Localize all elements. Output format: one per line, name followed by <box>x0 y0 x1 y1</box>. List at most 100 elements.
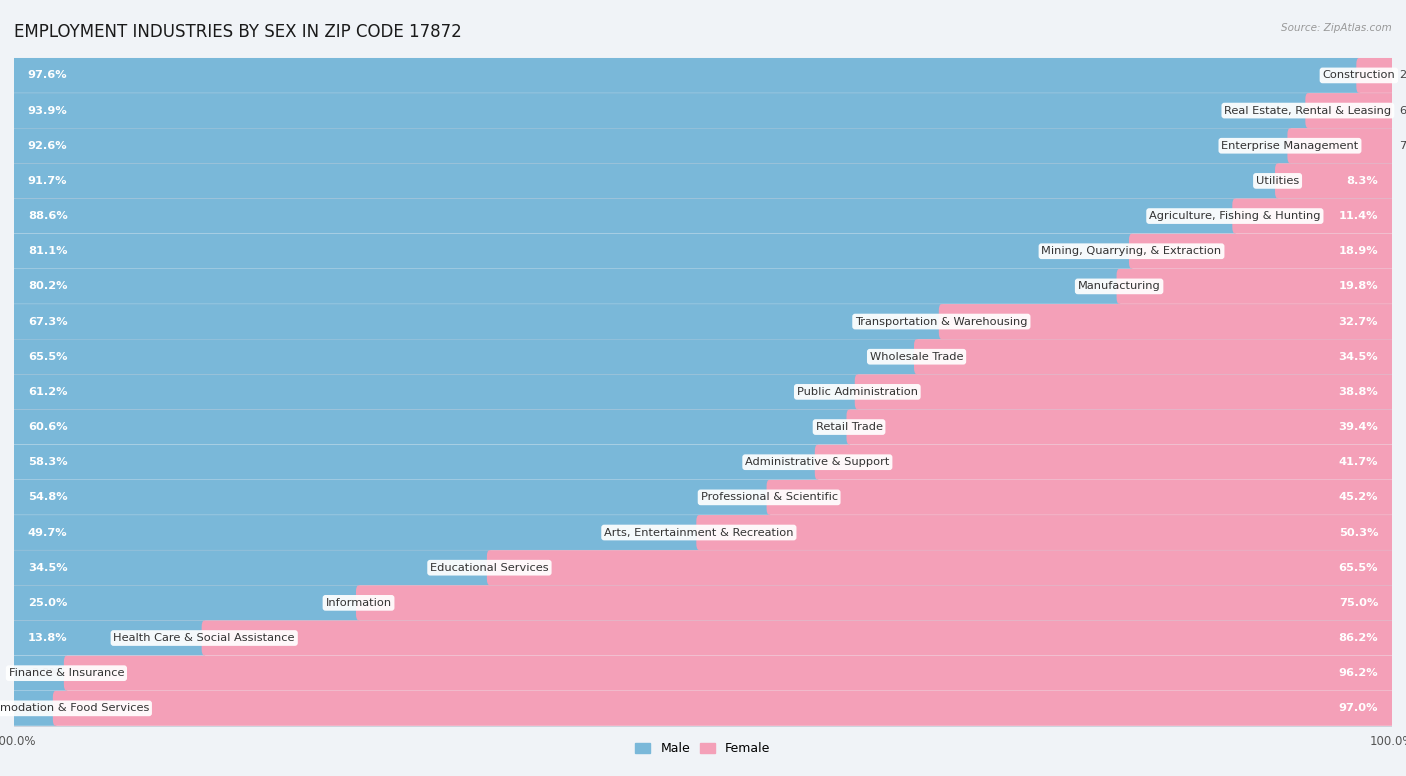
FancyBboxPatch shape <box>11 269 1122 304</box>
Text: Educational Services: Educational Services <box>430 563 548 573</box>
FancyBboxPatch shape <box>14 234 1392 268</box>
Legend: Male, Female: Male, Female <box>630 737 776 760</box>
FancyBboxPatch shape <box>14 691 1392 726</box>
Text: Mining, Quarrying, & Extraction: Mining, Quarrying, & Extraction <box>1042 246 1222 256</box>
FancyBboxPatch shape <box>63 656 1395 691</box>
Text: 75.0%: 75.0% <box>1339 598 1378 608</box>
Text: 60.6%: 60.6% <box>28 422 67 432</box>
FancyBboxPatch shape <box>14 656 1392 691</box>
FancyBboxPatch shape <box>1288 128 1395 163</box>
FancyBboxPatch shape <box>939 304 1395 339</box>
FancyBboxPatch shape <box>11 93 1310 128</box>
Text: Utilities: Utilities <box>1256 176 1299 186</box>
Text: 65.5%: 65.5% <box>28 352 67 362</box>
FancyBboxPatch shape <box>14 445 1392 480</box>
FancyBboxPatch shape <box>11 445 820 480</box>
FancyBboxPatch shape <box>11 339 920 374</box>
Text: EMPLOYMENT INDUSTRIES BY SEX IN ZIP CODE 17872: EMPLOYMENT INDUSTRIES BY SEX IN ZIP CODE… <box>14 23 461 41</box>
FancyBboxPatch shape <box>11 304 943 339</box>
Text: Professional & Scientific: Professional & Scientific <box>700 492 838 502</box>
FancyBboxPatch shape <box>14 339 1392 374</box>
Text: 18.9%: 18.9% <box>1339 246 1378 256</box>
Text: 80.2%: 80.2% <box>28 282 67 292</box>
FancyBboxPatch shape <box>14 199 1392 234</box>
Text: 88.6%: 88.6% <box>28 211 67 221</box>
Text: Information: Information <box>325 598 392 608</box>
FancyBboxPatch shape <box>696 515 1395 550</box>
Text: 50.3%: 50.3% <box>1339 528 1378 538</box>
Text: 61.2%: 61.2% <box>28 387 67 397</box>
Text: 25.0%: 25.0% <box>28 598 67 608</box>
FancyBboxPatch shape <box>14 480 1392 515</box>
FancyBboxPatch shape <box>14 515 1392 550</box>
FancyBboxPatch shape <box>11 550 492 585</box>
Text: 67.3%: 67.3% <box>28 317 67 327</box>
Text: 81.1%: 81.1% <box>28 246 67 256</box>
Text: 2.4%: 2.4% <box>1399 71 1406 81</box>
Text: 38.8%: 38.8% <box>1339 387 1378 397</box>
Text: 8.3%: 8.3% <box>1347 176 1378 186</box>
FancyBboxPatch shape <box>14 93 1392 128</box>
FancyBboxPatch shape <box>1275 164 1395 199</box>
FancyBboxPatch shape <box>11 691 58 726</box>
Text: 34.5%: 34.5% <box>28 563 67 573</box>
FancyBboxPatch shape <box>14 304 1392 339</box>
Text: 65.5%: 65.5% <box>1339 563 1378 573</box>
FancyBboxPatch shape <box>766 480 1395 514</box>
Text: 7.4%: 7.4% <box>1399 140 1406 151</box>
FancyBboxPatch shape <box>14 550 1392 585</box>
FancyBboxPatch shape <box>914 339 1395 374</box>
FancyBboxPatch shape <box>11 199 1237 234</box>
FancyBboxPatch shape <box>11 585 361 620</box>
Text: 45.2%: 45.2% <box>1339 492 1378 502</box>
Text: Real Estate, Rental & Leasing: Real Estate, Rental & Leasing <box>1225 106 1392 116</box>
FancyBboxPatch shape <box>1232 199 1395 234</box>
Text: 54.8%: 54.8% <box>28 492 67 502</box>
FancyBboxPatch shape <box>11 58 1361 93</box>
FancyBboxPatch shape <box>14 58 1392 93</box>
Text: Accommodation & Food Services: Accommodation & Food Services <box>0 703 149 713</box>
FancyBboxPatch shape <box>11 656 69 691</box>
Text: Retail Trade: Retail Trade <box>815 422 883 432</box>
Text: Manufacturing: Manufacturing <box>1078 282 1160 292</box>
FancyBboxPatch shape <box>14 268 1392 304</box>
Text: 3.8%: 3.8% <box>31 668 59 678</box>
Text: 97.6%: 97.6% <box>28 71 67 81</box>
Text: Enterprise Management: Enterprise Management <box>1222 140 1358 151</box>
Text: 39.4%: 39.4% <box>1339 422 1378 432</box>
Text: 41.7%: 41.7% <box>1339 457 1378 467</box>
FancyBboxPatch shape <box>14 621 1392 656</box>
Text: Agriculture, Fishing & Hunting: Agriculture, Fishing & Hunting <box>1149 211 1320 221</box>
FancyBboxPatch shape <box>11 480 772 514</box>
Text: 96.2%: 96.2% <box>1339 668 1378 678</box>
FancyBboxPatch shape <box>486 550 1395 585</box>
FancyBboxPatch shape <box>1129 234 1395 268</box>
Text: Public Administration: Public Administration <box>797 387 918 397</box>
FancyBboxPatch shape <box>815 445 1395 480</box>
FancyBboxPatch shape <box>11 128 1292 163</box>
FancyBboxPatch shape <box>11 410 852 445</box>
Text: 6.1%: 6.1% <box>1399 106 1406 116</box>
FancyBboxPatch shape <box>846 410 1395 445</box>
Text: Construction: Construction <box>1323 71 1395 81</box>
FancyBboxPatch shape <box>201 621 1395 656</box>
Text: 58.3%: 58.3% <box>28 457 67 467</box>
Text: 32.7%: 32.7% <box>1339 317 1378 327</box>
Text: Transportation & Warehousing: Transportation & Warehousing <box>855 317 1028 327</box>
Text: 19.8%: 19.8% <box>1339 282 1378 292</box>
FancyBboxPatch shape <box>14 585 1392 621</box>
Text: 93.9%: 93.9% <box>28 106 67 116</box>
FancyBboxPatch shape <box>356 585 1395 620</box>
Text: 97.0%: 97.0% <box>1339 703 1378 713</box>
FancyBboxPatch shape <box>1116 269 1395 304</box>
FancyBboxPatch shape <box>14 374 1392 410</box>
FancyBboxPatch shape <box>11 164 1279 199</box>
Text: 49.7%: 49.7% <box>28 528 67 538</box>
Text: Administrative & Support: Administrative & Support <box>745 457 890 467</box>
FancyBboxPatch shape <box>14 128 1392 163</box>
FancyBboxPatch shape <box>53 691 1395 726</box>
Text: 86.2%: 86.2% <box>1339 633 1378 643</box>
FancyBboxPatch shape <box>11 234 1135 268</box>
Text: 3.0%: 3.0% <box>20 703 48 713</box>
FancyBboxPatch shape <box>11 375 860 409</box>
